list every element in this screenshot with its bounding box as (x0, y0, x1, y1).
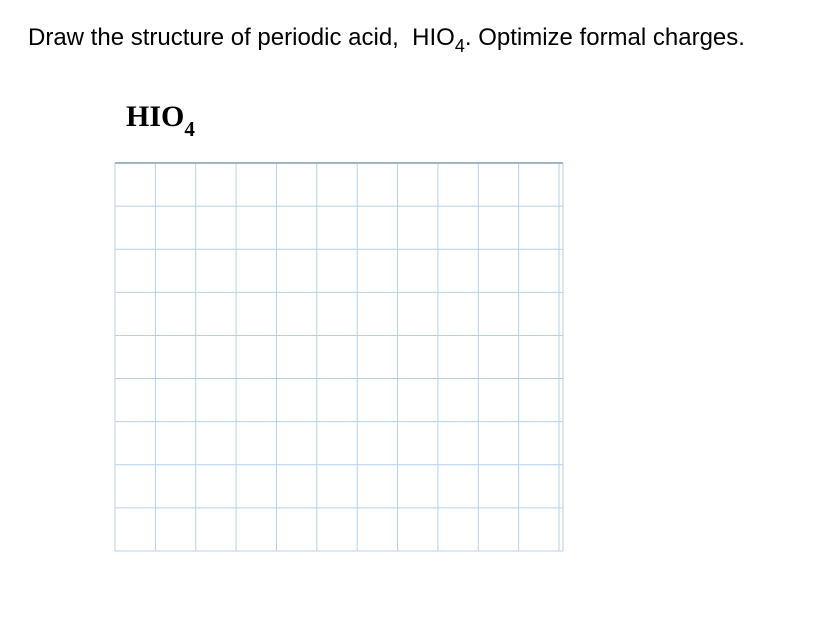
grid-svg (114, 162, 564, 552)
drawing-grid[interactable] (114, 162, 558, 550)
formula-main: HIO (126, 100, 184, 133)
formula-sub: 4 (184, 117, 195, 141)
question-prompt: Draw the structure of periodic acid, HIO… (28, 24, 745, 56)
prompt-text-before: Draw the structure of periodic acid, (28, 24, 412, 51)
prompt-text-after: . Optimize formal charges. (465, 24, 745, 51)
prompt-formula-main: HIO (412, 24, 455, 51)
prompt-formula-sub: 4 (455, 36, 465, 56)
formula-label: HIO4 (126, 100, 195, 139)
